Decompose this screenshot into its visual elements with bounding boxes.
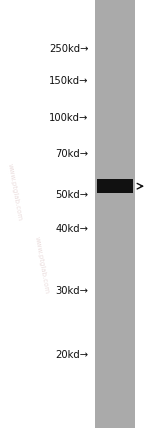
Bar: [94, 0, 135, 428]
Text: 250kd→: 250kd→: [49, 44, 88, 54]
Text: 20kd→: 20kd→: [55, 350, 88, 360]
Text: 50kd→: 50kd→: [55, 190, 88, 200]
Bar: [97, 179, 133, 193]
Text: www.ptglab.com: www.ptglab.com: [7, 163, 23, 222]
Text: 100kd→: 100kd→: [49, 113, 88, 123]
Text: 150kd→: 150kd→: [49, 76, 88, 86]
Text: 30kd→: 30kd→: [56, 286, 88, 296]
Text: www.ptglab.com: www.ptglab.com: [34, 236, 50, 294]
Text: 70kd→: 70kd→: [55, 149, 88, 159]
Text: 40kd→: 40kd→: [56, 224, 88, 234]
